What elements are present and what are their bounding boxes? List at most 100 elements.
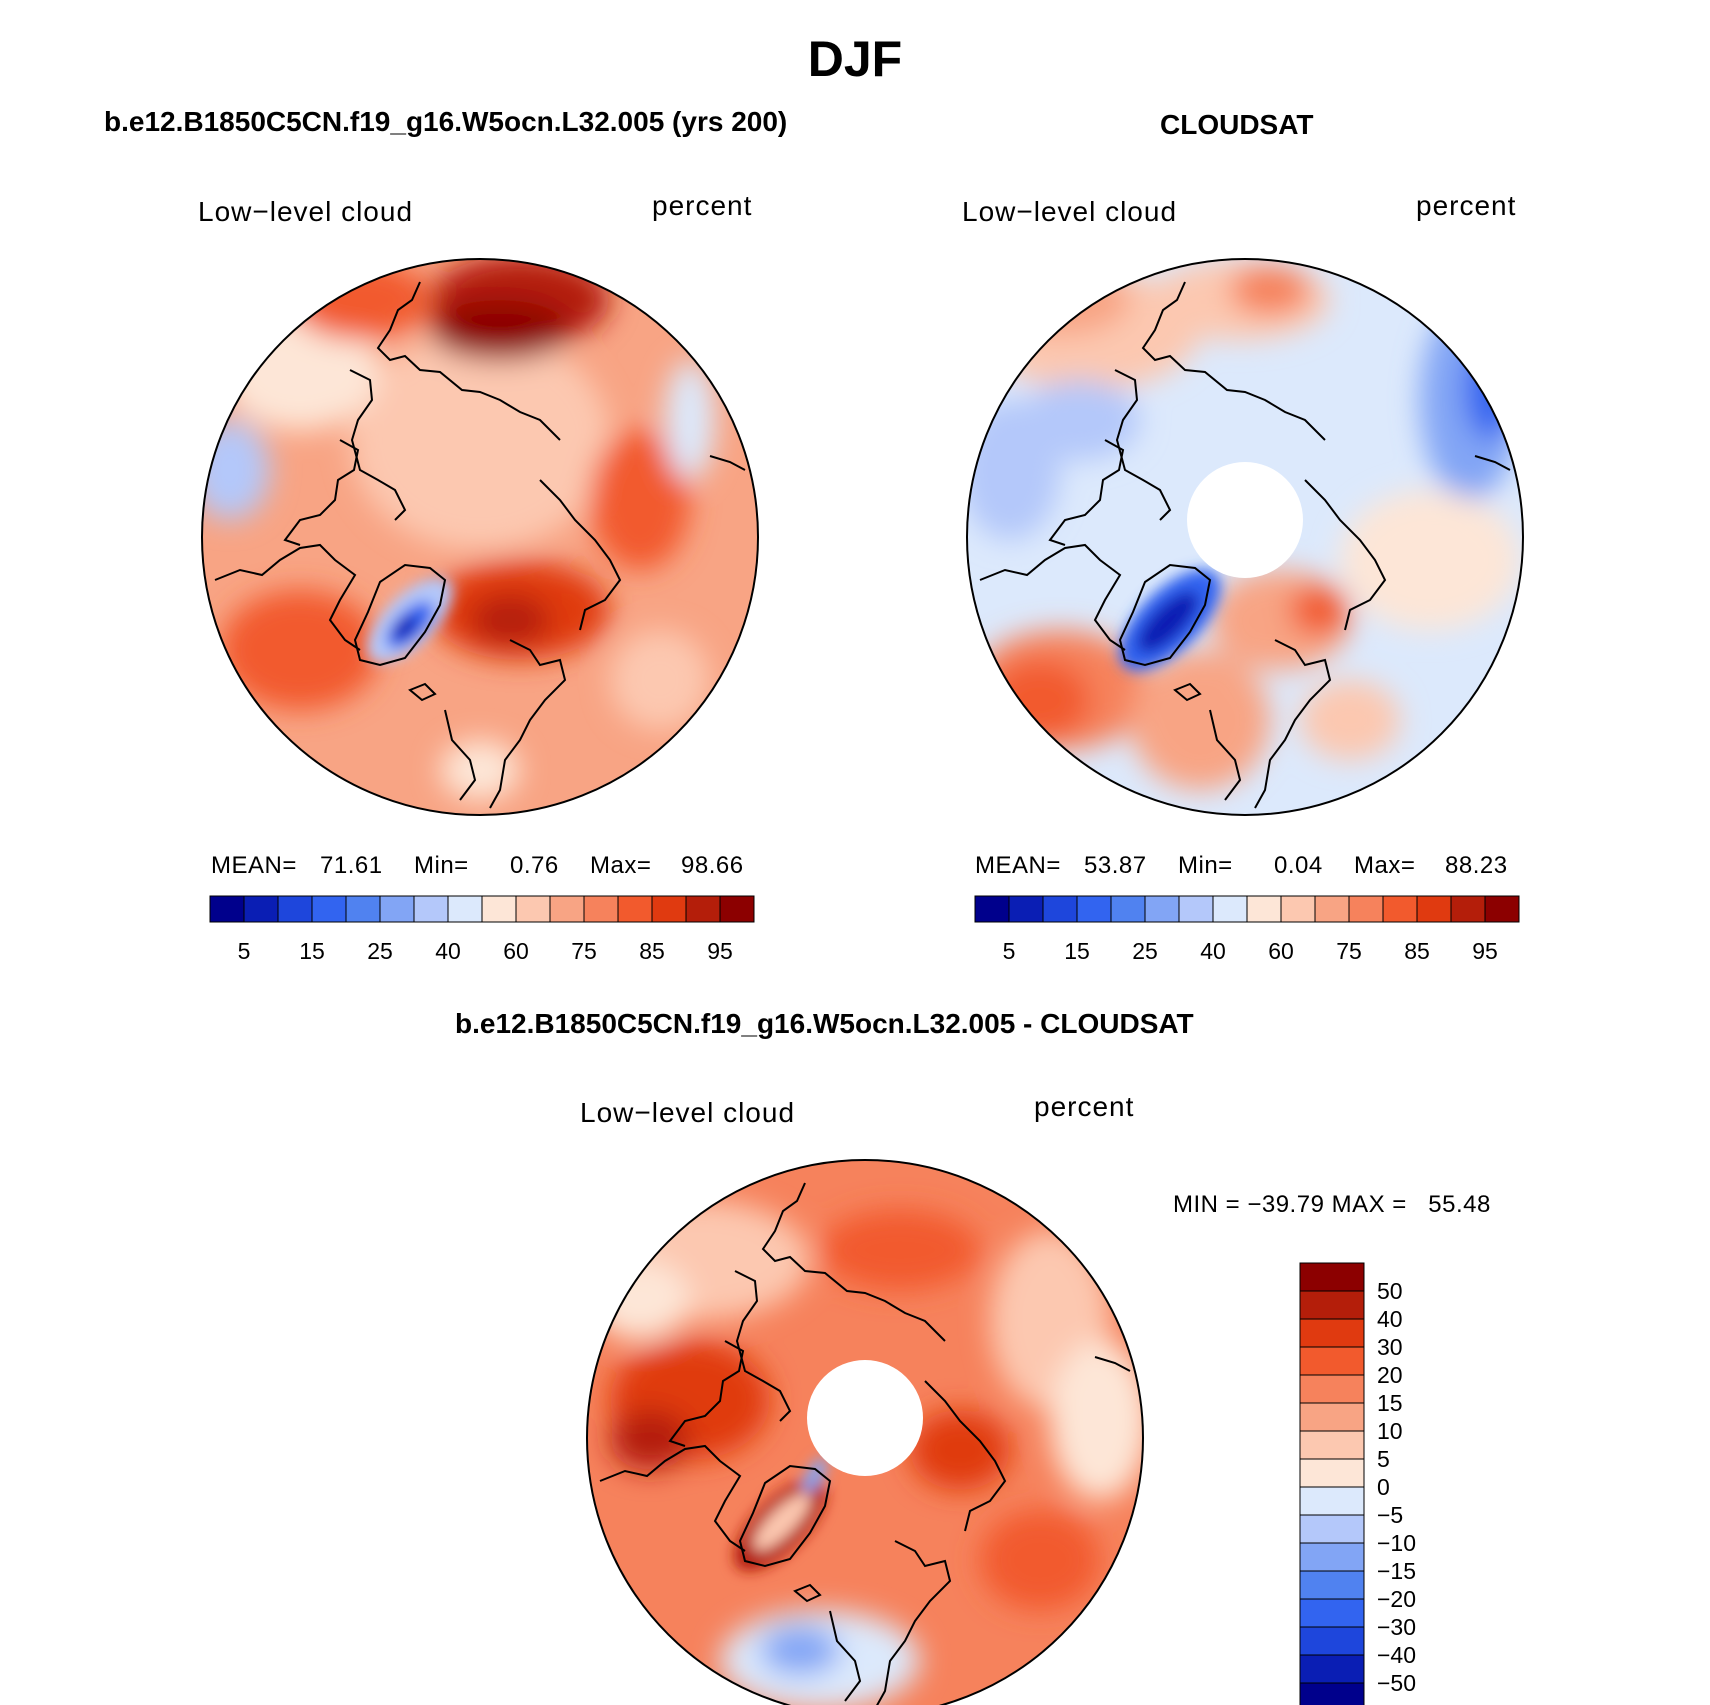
colorbar-model-swatch bbox=[345, 895, 381, 923]
colorbar-difference-swatch bbox=[1299, 1626, 1365, 1656]
colorbar-model-swatch bbox=[447, 895, 483, 923]
colorbar-difference-swatch bbox=[1299, 1486, 1365, 1516]
colorbar-cloudsat-swatch bbox=[1246, 895, 1282, 923]
panel-2-max-label: Max= bbox=[1354, 852, 1416, 879]
panel-2-case-title: CLOUDSAT bbox=[1160, 109, 1314, 140]
colorbar-difference-swatch bbox=[1299, 1570, 1365, 1600]
colorbar-difference-swatch bbox=[1299, 1598, 1365, 1628]
colorbar-cloudsat-tick-label: 75 bbox=[1336, 938, 1362, 964]
colorbar-difference-tick-label: 50 bbox=[1377, 1278, 1403, 1304]
colorbar-model-swatch bbox=[413, 895, 449, 923]
colorbar-difference-tick-label: −5 bbox=[1377, 1502, 1403, 1528]
colorbar-model-swatch bbox=[277, 895, 313, 923]
colorbar-model-swatch bbox=[379, 895, 415, 923]
colorbar-difference-tick-label: 0 bbox=[1377, 1474, 1390, 1500]
map-difference-low-cloud bbox=[586, 1159, 1144, 1705]
colorbar-cloudsat-tick-label: 95 bbox=[1472, 938, 1498, 964]
panel-3-units-label: percent bbox=[1034, 1091, 1135, 1122]
panel-2-mean-label: MEAN= bbox=[975, 852, 1061, 879]
panel-2-max-value: 88.23 bbox=[1445, 852, 1508, 879]
colorbar-model-swatch bbox=[243, 895, 279, 923]
colorbar-cloudsat-swatch bbox=[1008, 895, 1044, 923]
colorbar-cloudsat-swatch bbox=[1450, 895, 1486, 923]
colorbar-cloudsat-swatch bbox=[974, 895, 1010, 923]
colorbar-cloudsat-swatch bbox=[1212, 895, 1248, 923]
panel-1-field-label: Low−level cloud bbox=[198, 196, 414, 227]
colorbar-model-swatch bbox=[515, 895, 551, 923]
colorbar-model-swatch bbox=[583, 895, 619, 923]
colorbar-model: 5 15 25 40 60 75 85 95 bbox=[209, 895, 755, 964]
panel-1-min-value: 0.76 bbox=[510, 852, 559, 879]
colorbar-cloudsat-swatch bbox=[1280, 895, 1316, 923]
panel-1-mean-value: 71.61 bbox=[320, 852, 383, 879]
panel-1-max-value: 98.66 bbox=[681, 852, 744, 879]
panel-2-field-label: Low−level cloud bbox=[962, 196, 1178, 227]
panel-1-max-label: Max= bbox=[590, 852, 652, 879]
colorbar-model-tick-label: 25 bbox=[367, 938, 393, 964]
colorbar-difference-swatch bbox=[1299, 1346, 1365, 1376]
colorbar-cloudsat-tick-label: 25 bbox=[1132, 938, 1158, 964]
colorbar-model-swatch bbox=[719, 895, 755, 923]
colorbar-difference-tick-label: −50 bbox=[1377, 1670, 1416, 1696]
colorbar-model-tick-label: 85 bbox=[639, 938, 665, 964]
map-model-low-cloud bbox=[201, 258, 759, 816]
colorbar-difference-tick-label: −20 bbox=[1377, 1586, 1416, 1612]
colorbar-difference-swatch bbox=[1299, 1682, 1365, 1705]
colorbar-cloudsat-swatch bbox=[1314, 895, 1350, 923]
colorbar-model-tick-label: 75 bbox=[571, 938, 597, 964]
colorbar-difference-tick-label: −15 bbox=[1377, 1558, 1416, 1584]
colorbar-difference-tick-label: −30 bbox=[1377, 1614, 1416, 1640]
panel-2-mean-value: 53.87 bbox=[1084, 852, 1147, 879]
colorbar-cloudsat-swatch bbox=[1382, 895, 1418, 923]
colorbar-model-tick-label: 95 bbox=[707, 938, 733, 964]
colorbar-difference-tick-label: 40 bbox=[1377, 1306, 1403, 1332]
map-cloudsat-low-cloud bbox=[966, 258, 1524, 816]
colorbar-cloudsat-swatch bbox=[1348, 895, 1384, 923]
colorbar-cloudsat-tick-label: 15 bbox=[1064, 938, 1090, 964]
panel-1-mean-label: MEAN= bbox=[211, 852, 297, 879]
colorbar-model-tick-label: 40 bbox=[435, 938, 461, 964]
colorbar-difference-tick-label: 5 bbox=[1377, 1446, 1390, 1472]
colorbar-cloudsat-swatch bbox=[1178, 895, 1214, 923]
colorbar-cloudsat-tick-label: 85 bbox=[1404, 938, 1430, 964]
colorbar-model-swatch bbox=[617, 895, 653, 923]
colorbar-cloudsat-tick-label: 40 bbox=[1200, 938, 1226, 964]
panel-3-min-max: MIN = −39.79 MAX = 55.48 bbox=[1173, 1191, 1491, 1218]
figure-title: DJF bbox=[807, 31, 903, 87]
colorbar-difference-swatch bbox=[1299, 1318, 1365, 1348]
colorbar-difference-tick-label: 20 bbox=[1377, 1362, 1403, 1388]
colorbar-difference-swatch bbox=[1299, 1458, 1365, 1488]
panel-1-case-title: b.e12.B1850C5CN.f19_g16.W5ocn.L32.005 (y… bbox=[104, 106, 788, 137]
colorbar-difference-swatch bbox=[1299, 1514, 1365, 1544]
colorbar-model-swatch bbox=[209, 895, 245, 923]
panel-2-min-value: 0.04 bbox=[1274, 852, 1323, 879]
panel-2-min-label: Min= bbox=[1178, 852, 1233, 879]
colorbar-difference-tick-label: −10 bbox=[1377, 1530, 1416, 1556]
panel-1-units-label: percent bbox=[652, 190, 753, 221]
colorbar-model-swatch bbox=[549, 895, 585, 923]
colorbar-difference-swatch bbox=[1299, 1374, 1365, 1404]
colorbar-model-tick-label: 5 bbox=[238, 938, 251, 964]
colorbar-model-swatch bbox=[651, 895, 687, 923]
colorbar-model-tick-label: 60 bbox=[503, 938, 529, 964]
colorbar-cloudsat-swatch bbox=[1416, 895, 1452, 923]
colorbar-difference-swatch bbox=[1299, 1654, 1365, 1684]
colorbar-model-swatch bbox=[481, 895, 517, 923]
panel-1-min-label: Min= bbox=[414, 852, 469, 879]
panel-3-case-title: b.e12.B1850C5CN.f19_g16.W5ocn.L32.005 - … bbox=[455, 1008, 1194, 1039]
colorbar-model-tick-label: 15 bbox=[299, 938, 325, 964]
colorbar-cloudsat-swatch bbox=[1484, 895, 1520, 923]
colorbar-difference-swatch bbox=[1299, 1430, 1365, 1460]
colorbar-model-swatch bbox=[311, 895, 347, 923]
colorbar-cloudsat-tick-label: 60 bbox=[1268, 938, 1294, 964]
colorbar-difference-tick-label: −40 bbox=[1377, 1642, 1416, 1668]
colorbar-difference-tick-label: 15 bbox=[1377, 1390, 1403, 1416]
panel-3-field-label: Low−level cloud bbox=[580, 1097, 796, 1128]
colorbar-difference-swatch bbox=[1299, 1290, 1365, 1320]
colorbar-cloudsat-swatch bbox=[1110, 895, 1146, 923]
colorbar-cloudsat-swatch bbox=[1076, 895, 1112, 923]
colorbar-difference-tick-label: 30 bbox=[1377, 1334, 1403, 1360]
colorbar-cloudsat-swatch bbox=[1144, 895, 1180, 923]
